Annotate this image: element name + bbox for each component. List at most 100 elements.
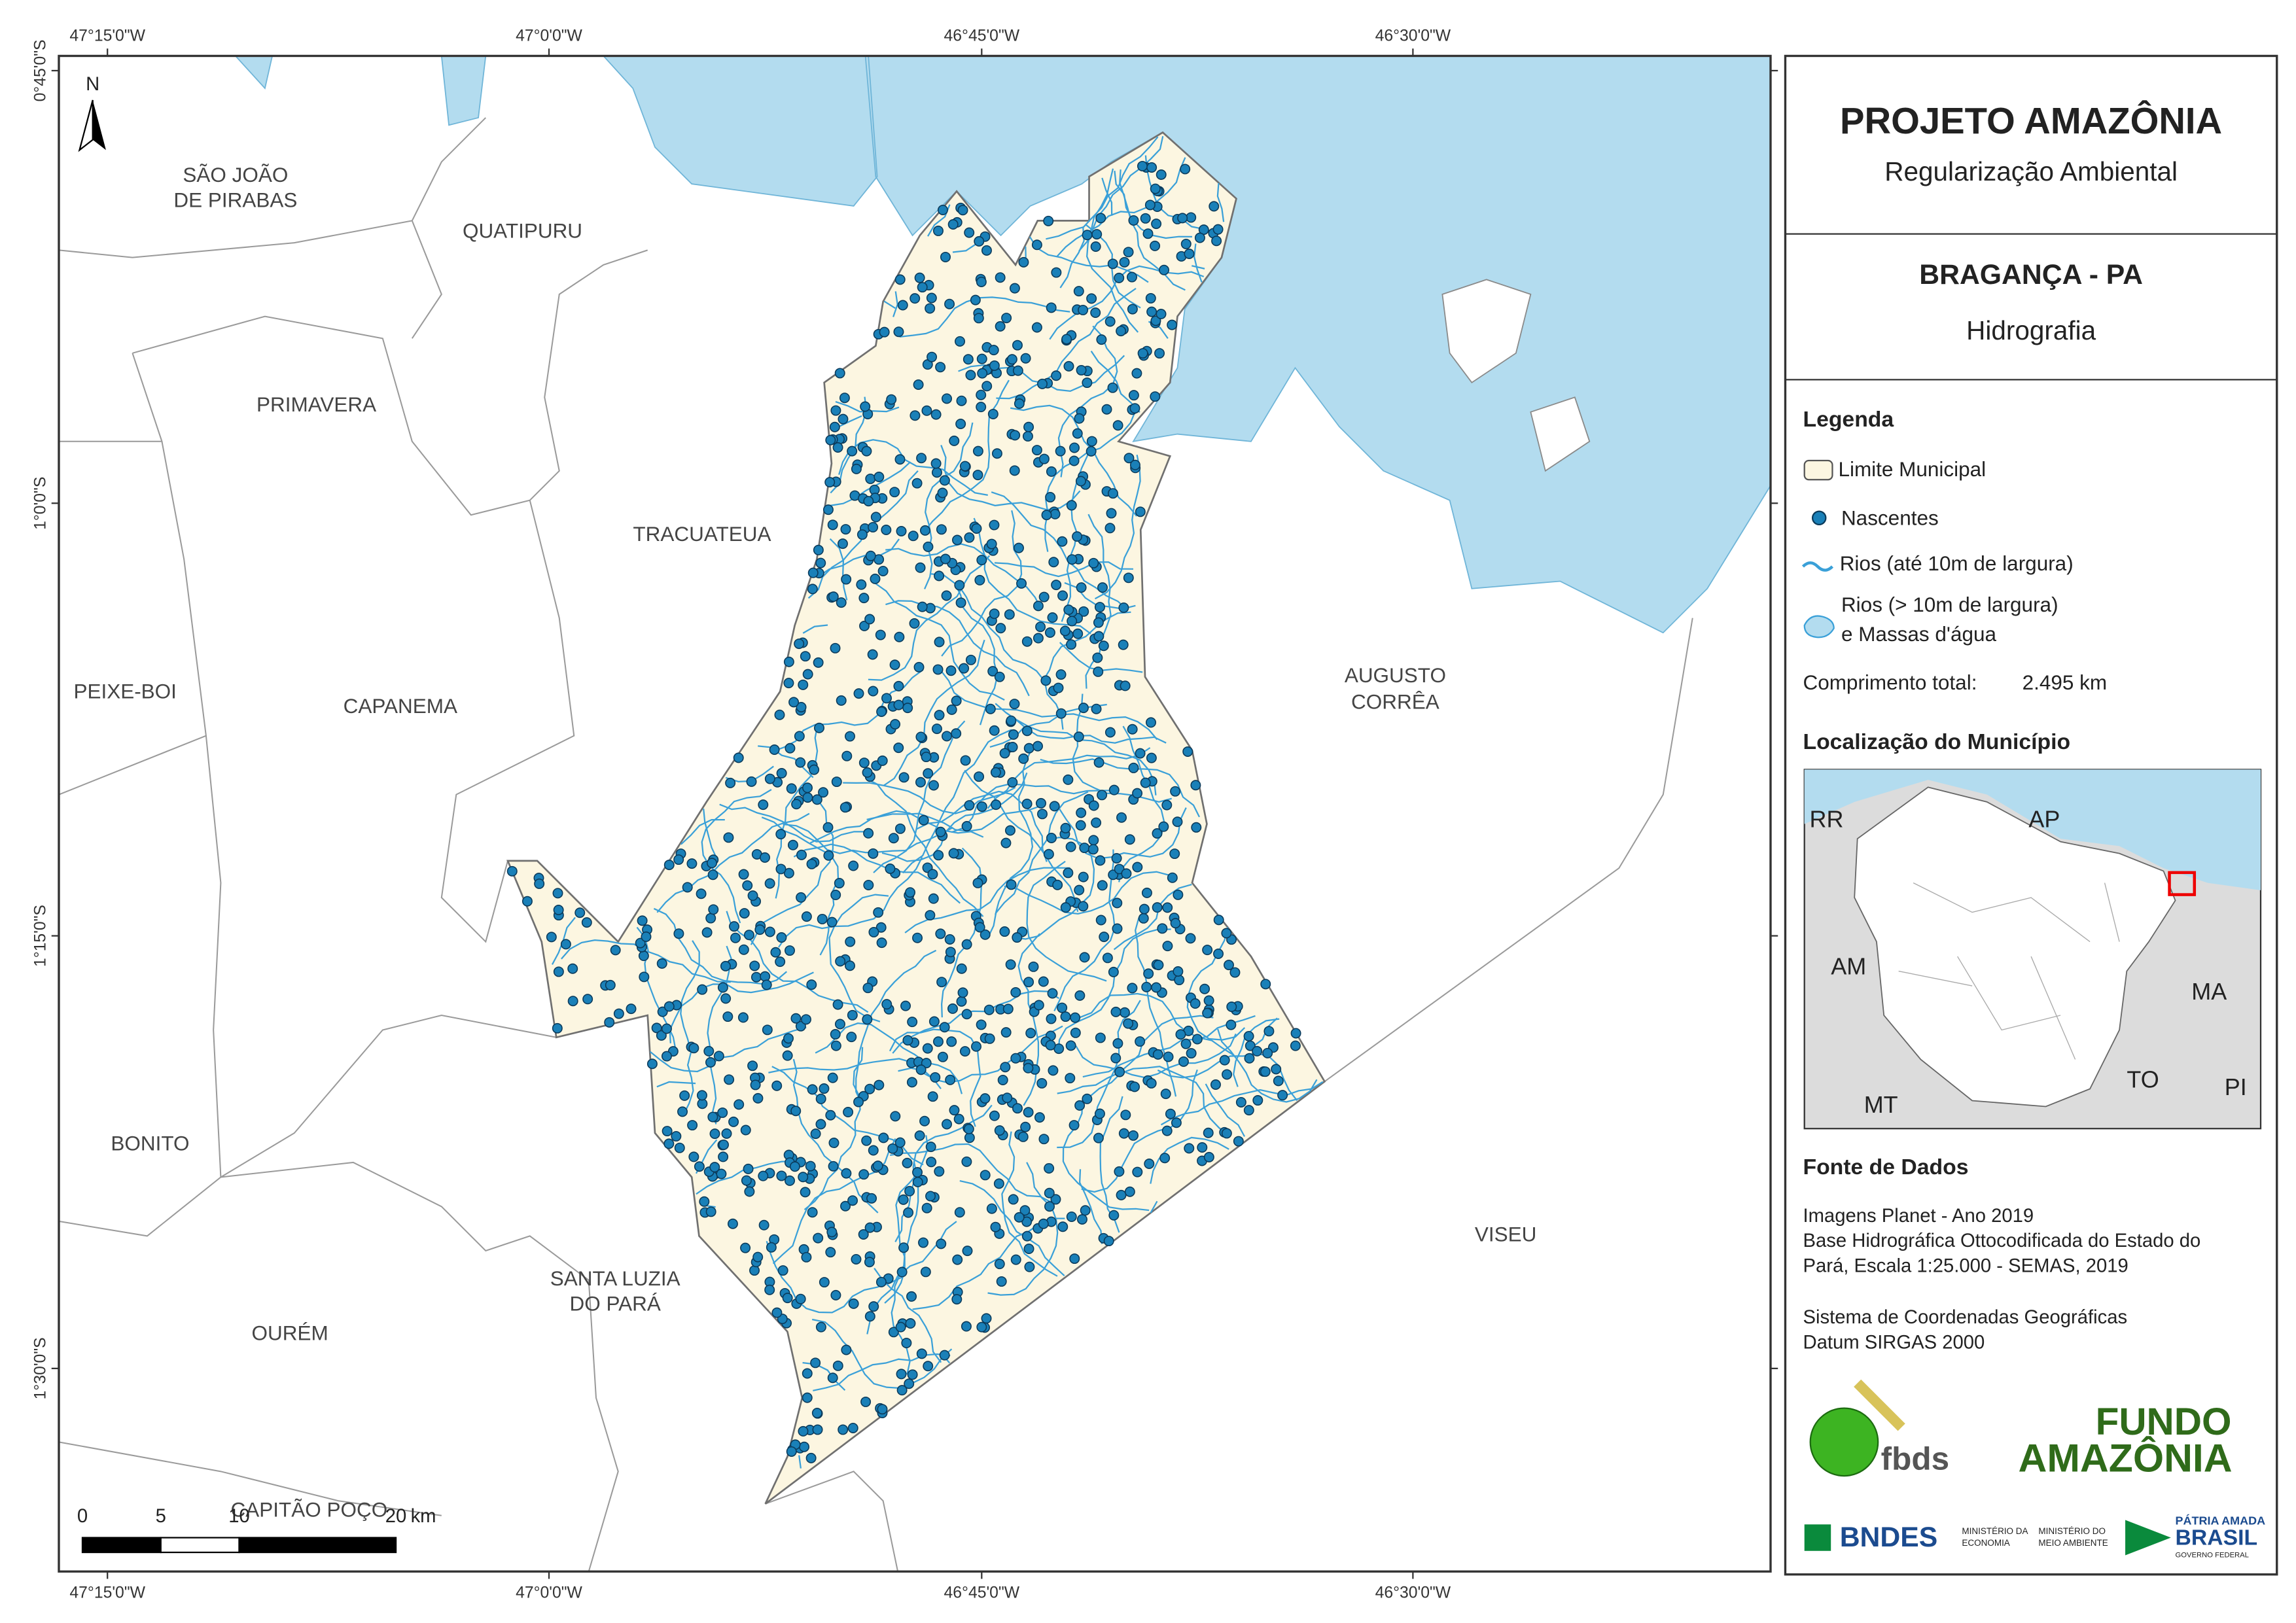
river xyxy=(804,1047,864,1211)
river xyxy=(1004,871,1170,915)
river xyxy=(1089,1066,1231,1136)
river xyxy=(958,585,1064,730)
spring xyxy=(1128,762,1139,773)
spring xyxy=(824,477,836,488)
spring xyxy=(807,1084,818,1095)
spring xyxy=(937,204,948,215)
spring xyxy=(742,880,753,891)
municipality-label: PRIMAVERA xyxy=(256,393,376,416)
longitude-label: 47°0'0"W xyxy=(516,1584,582,1602)
spring xyxy=(1025,1028,1036,1039)
spring xyxy=(976,1019,987,1030)
spring xyxy=(954,580,965,591)
spring xyxy=(1009,699,1020,710)
spring xyxy=(925,303,936,314)
spring xyxy=(1103,1236,1114,1247)
spring xyxy=(800,1014,811,1025)
spring xyxy=(1277,1090,1288,1101)
spring xyxy=(985,703,996,714)
spring xyxy=(1153,960,1164,971)
spring xyxy=(750,1079,761,1091)
spring xyxy=(770,947,781,958)
spring xyxy=(889,659,900,671)
spring xyxy=(661,1023,672,1034)
river xyxy=(1150,1136,1229,1184)
spring xyxy=(761,979,772,990)
spring xyxy=(775,864,786,875)
river xyxy=(941,510,1023,657)
spring xyxy=(1093,617,1104,628)
spring xyxy=(868,848,879,859)
governo-text: GOVERNO FEDERAL xyxy=(2176,1552,2249,1560)
spring xyxy=(1197,1142,1208,1153)
spring xyxy=(728,1116,739,1127)
spring xyxy=(876,707,887,717)
spring xyxy=(1184,1143,1195,1154)
legend-label: Nascentes xyxy=(1841,506,1939,529)
spring xyxy=(912,932,923,943)
spring xyxy=(1078,901,1089,912)
spring xyxy=(832,442,843,453)
map-content xyxy=(58,56,1771,1572)
spring xyxy=(760,852,770,863)
spring xyxy=(984,1033,995,1044)
spring xyxy=(798,679,809,690)
spring xyxy=(870,512,881,523)
spring xyxy=(983,1004,995,1015)
spring xyxy=(837,538,848,550)
spring xyxy=(1008,729,1019,740)
river xyxy=(1075,1033,1237,1079)
spring xyxy=(740,1242,751,1253)
spring xyxy=(1106,508,1117,519)
spring xyxy=(1057,590,1069,601)
longitude-label: 46°30'0"W xyxy=(1375,27,1451,45)
spring xyxy=(1146,306,1157,317)
spring xyxy=(1012,932,1023,943)
spring xyxy=(1073,286,1084,297)
ministry-text: ECONOMIA xyxy=(1962,1538,2009,1548)
spring xyxy=(874,472,885,482)
river xyxy=(1026,860,1107,982)
spring xyxy=(1031,239,1042,251)
spring xyxy=(957,205,968,216)
spring xyxy=(868,686,879,697)
spring xyxy=(1121,868,1132,879)
spring xyxy=(1063,360,1074,372)
spring xyxy=(813,657,824,668)
spring xyxy=(1088,557,1099,568)
spring xyxy=(560,939,571,950)
spring xyxy=(1114,1166,1125,1177)
river xyxy=(703,809,718,860)
fundo-text: FUNDO xyxy=(2096,1401,2232,1443)
spring xyxy=(1002,1003,1014,1015)
spring xyxy=(908,531,919,542)
spring xyxy=(881,693,892,704)
spring xyxy=(1024,1261,1035,1272)
spring xyxy=(812,1424,823,1435)
river xyxy=(1005,712,1157,795)
municipality-label: BONITO xyxy=(111,1131,189,1155)
spring xyxy=(956,963,967,974)
spring xyxy=(802,782,813,794)
spring xyxy=(841,574,852,585)
spring xyxy=(828,1161,839,1172)
legend-symbol xyxy=(1801,561,1834,572)
spring xyxy=(1132,788,1143,799)
spring xyxy=(1090,241,1101,252)
river xyxy=(680,818,725,845)
spring xyxy=(917,282,928,293)
river xyxy=(884,1135,929,1304)
spring xyxy=(1069,1253,1080,1265)
spring xyxy=(933,850,944,861)
spring xyxy=(727,1218,738,1229)
spring xyxy=(811,794,822,805)
island xyxy=(1441,279,1591,472)
spring xyxy=(810,1357,821,1369)
spring xyxy=(1252,1095,1263,1106)
spring xyxy=(758,799,769,811)
spring xyxy=(1213,915,1224,926)
spring xyxy=(1128,1130,1139,1141)
spring xyxy=(845,731,855,742)
spring xyxy=(1167,319,1178,330)
